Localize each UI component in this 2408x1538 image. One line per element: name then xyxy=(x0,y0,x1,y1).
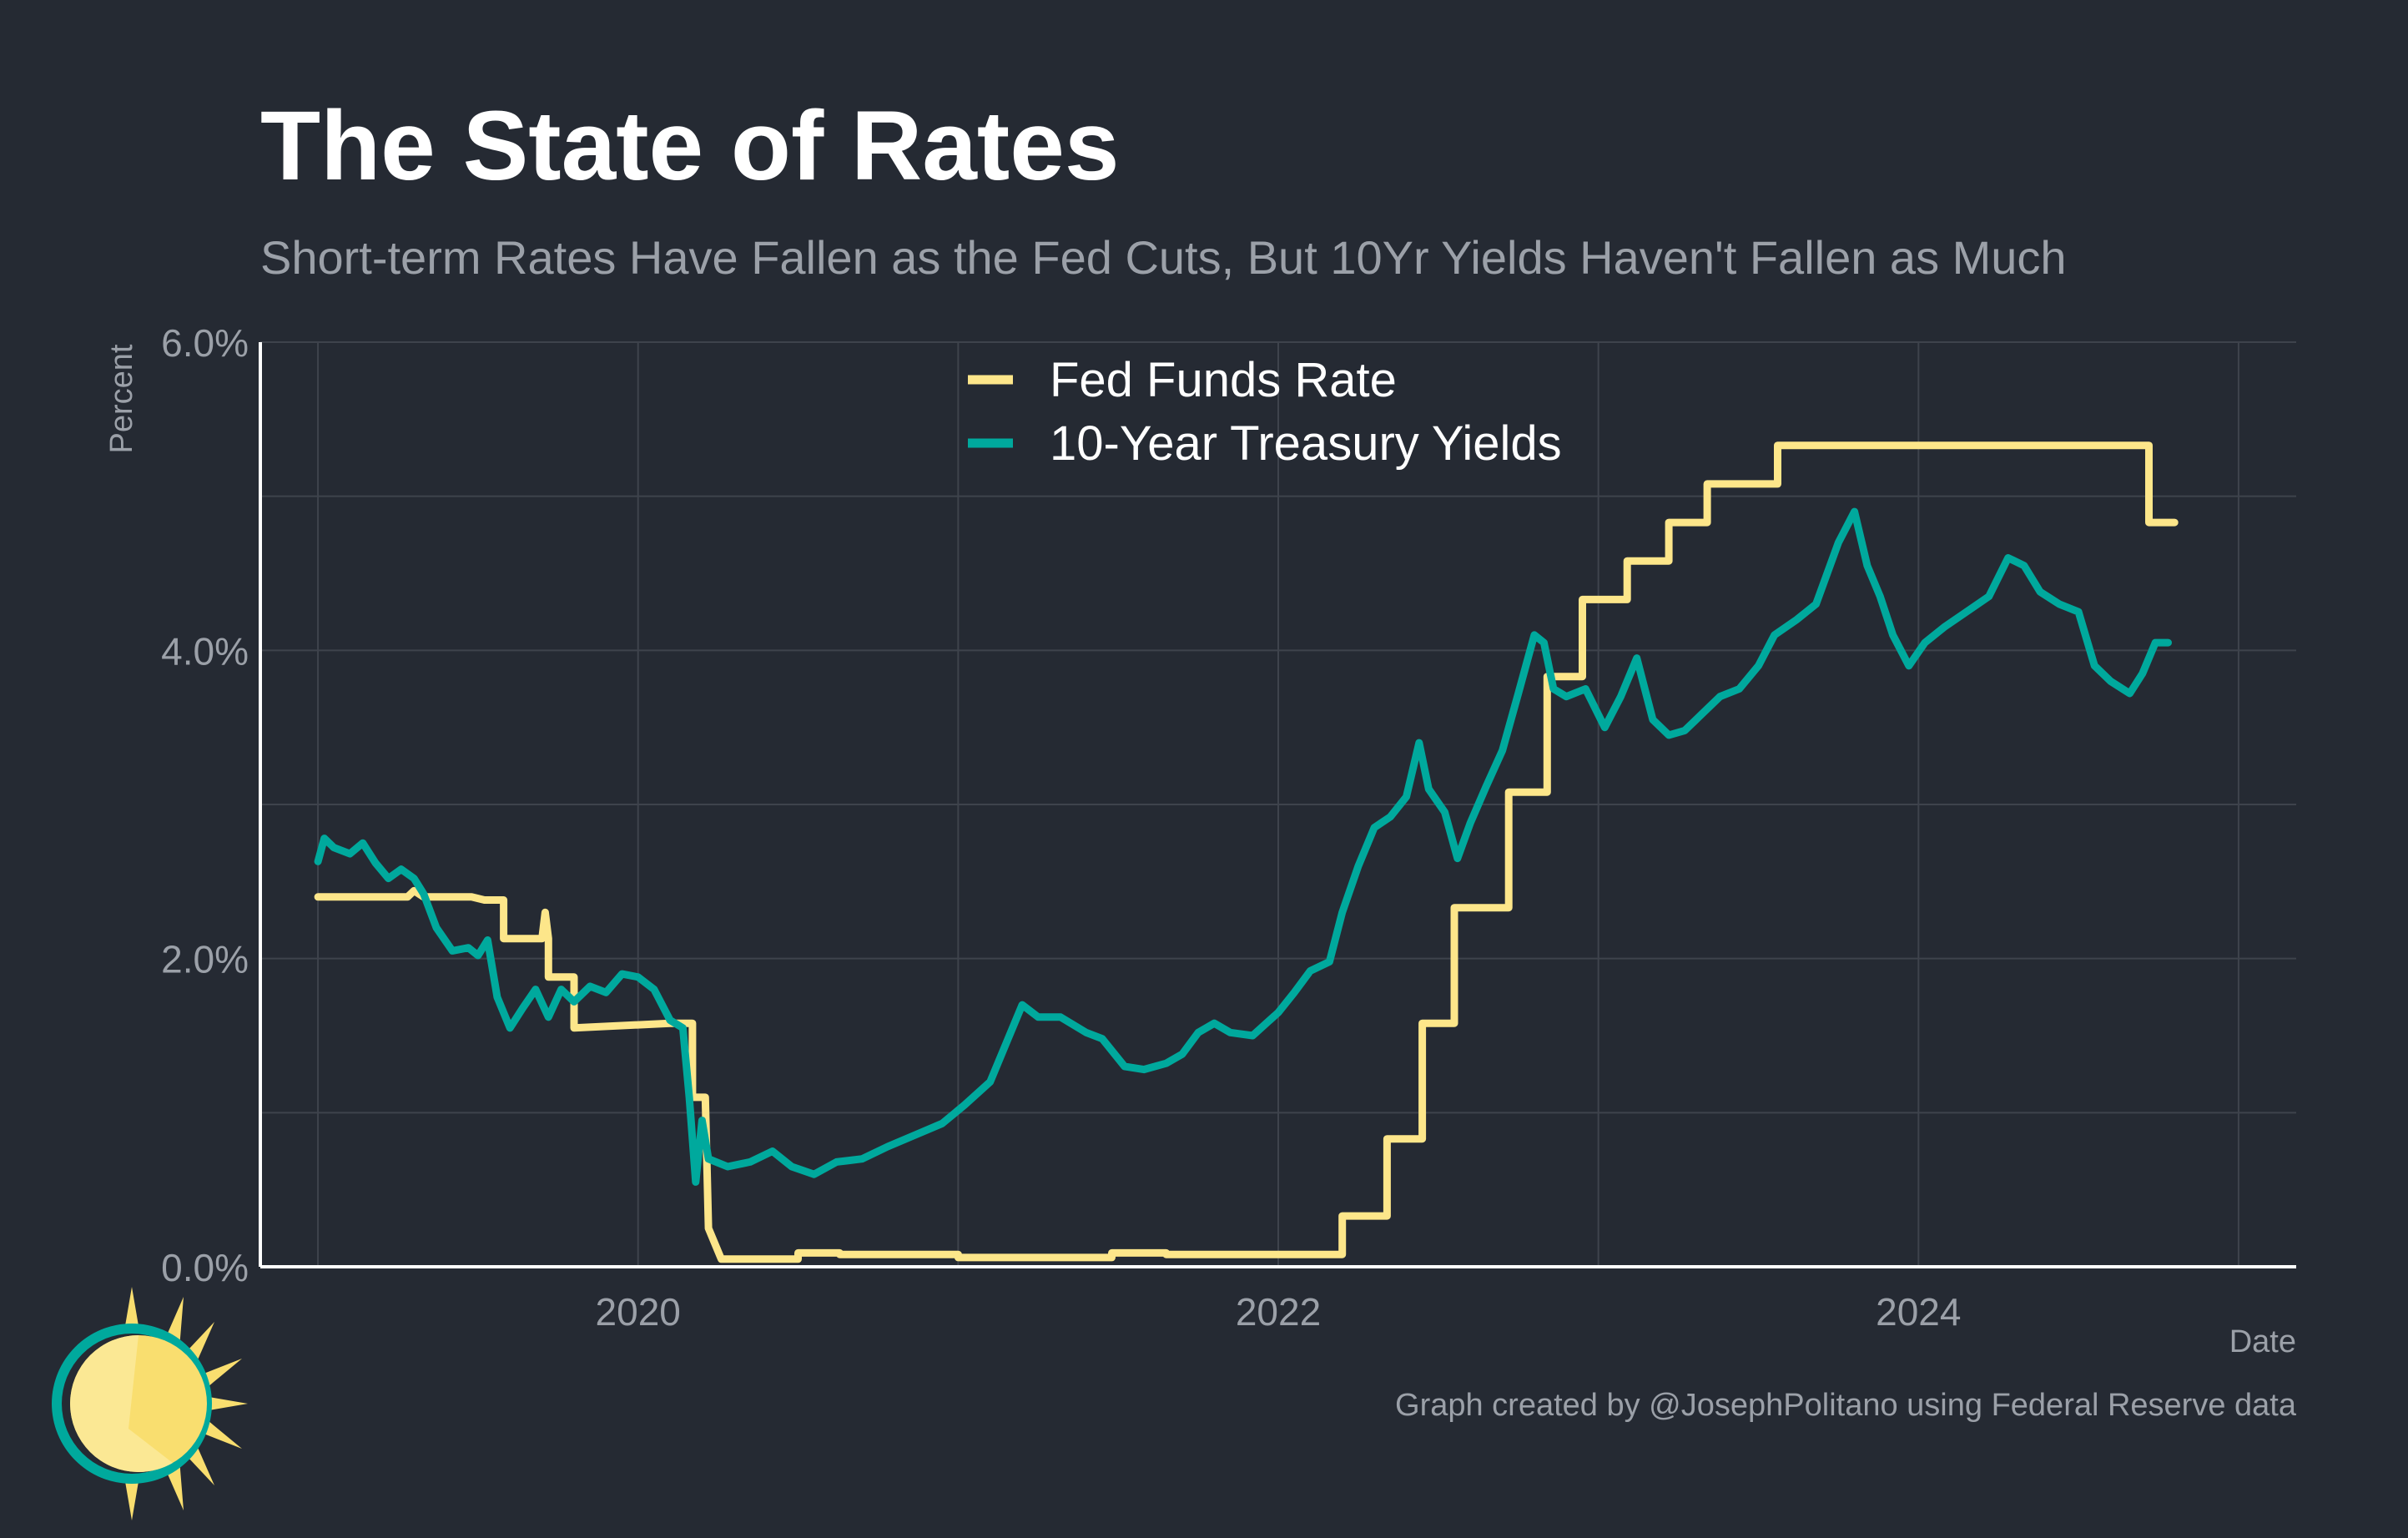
series-line-treasury xyxy=(314,507,2172,1186)
grid-layer xyxy=(260,341,2296,1267)
sun-logo-icon xyxy=(52,1287,248,1520)
x-axis-title: Date xyxy=(2229,1324,2296,1359)
source-caption: Graph created by @JosephPolitano using F… xyxy=(1395,1388,2296,1423)
legend-label: 10-Year Treasury Yields xyxy=(1050,416,1562,471)
y-tick-label: 2.0% xyxy=(161,938,249,981)
legend-label: Fed Funds Rate xyxy=(1050,353,1397,407)
axis-labels: 0.0% 2.0% 4.0% 6.0% 2020 2022 2024 Date Percent xyxy=(104,321,2296,1359)
y-tick-label: 6.0% xyxy=(161,321,249,365)
x-tick-label: 2020 xyxy=(596,1290,681,1334)
chart-legend: Fed Funds Rate 10-Year Treasury Yields xyxy=(968,353,1562,471)
y-tick-label: 4.0% xyxy=(161,629,249,673)
chart-title: The State of Rates xyxy=(260,91,1120,201)
x-tick-label: 2022 xyxy=(1236,1290,1321,1334)
series-line-fed-funds xyxy=(314,441,2179,1263)
y-axis-title: Percent xyxy=(104,344,139,453)
series-layer xyxy=(314,441,2179,1263)
y-tick-label: 0.0% xyxy=(161,1246,249,1289)
chart-subtitle: Short-term Rates Have Fallen as the Fed … xyxy=(260,231,2067,284)
x-tick-label: 2024 xyxy=(1876,1290,1961,1334)
axis-layer xyxy=(259,342,2296,1268)
